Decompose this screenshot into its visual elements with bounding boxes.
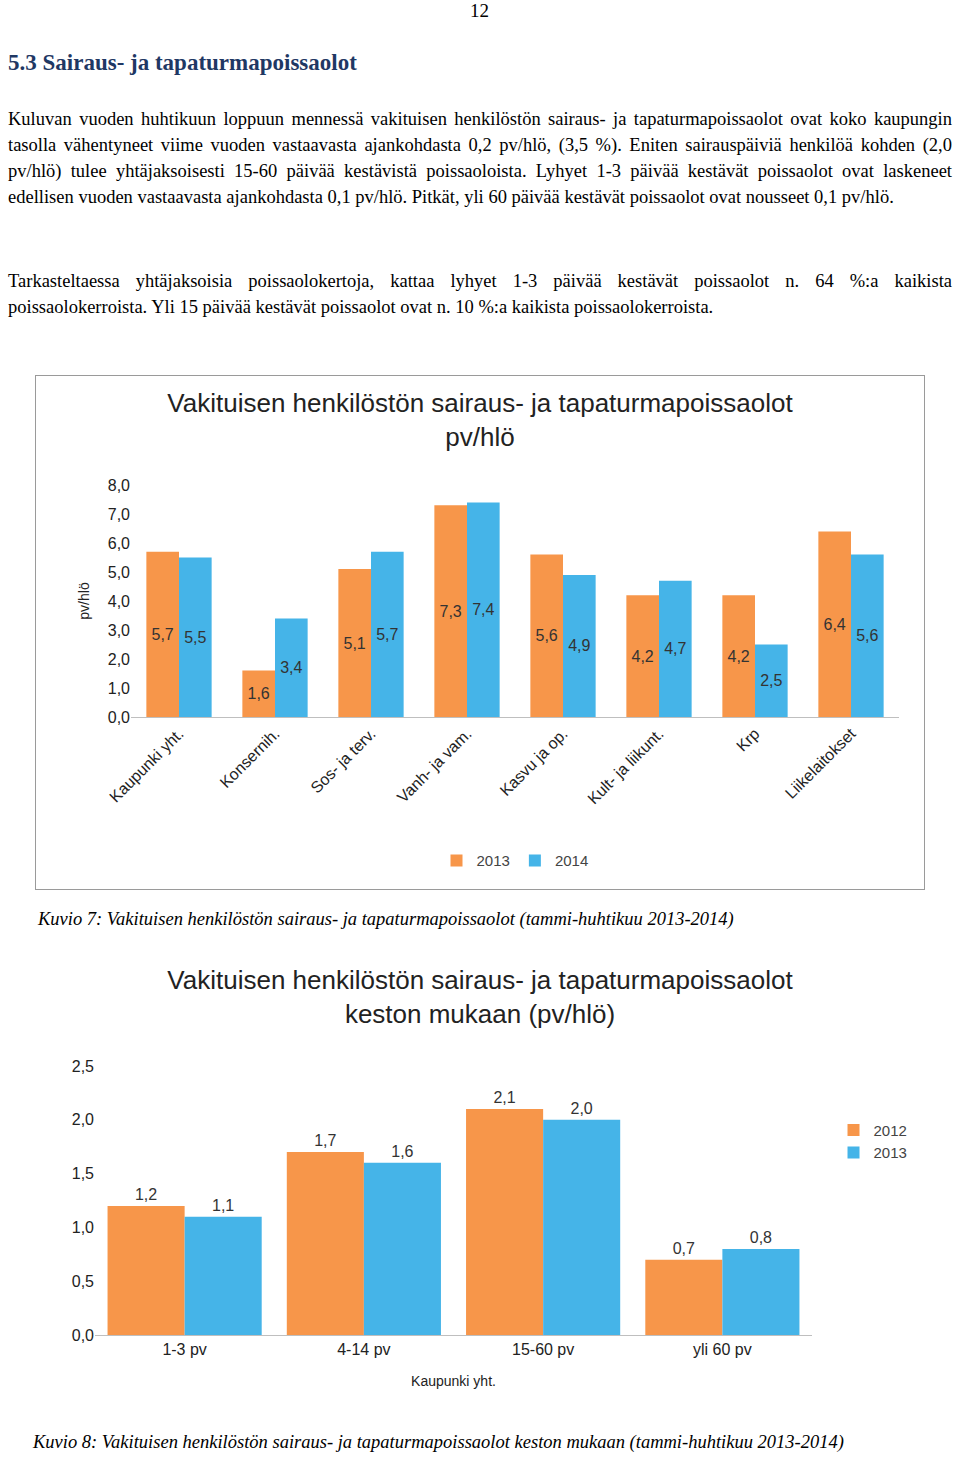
svg-text:0,5: 0,5 xyxy=(72,1273,94,1290)
svg-text:7,4: 7,4 xyxy=(472,601,494,618)
svg-text:Sos- ja terv.: Sos- ja terv. xyxy=(307,725,379,797)
svg-text:3,4: 3,4 xyxy=(280,659,302,676)
svg-text:0,0: 0,0 xyxy=(72,1327,94,1344)
svg-text:6,0: 6,0 xyxy=(108,535,130,552)
svg-text:4,0: 4,0 xyxy=(108,593,130,610)
svg-text:Vakituisen henkilöstön sairaus: Vakituisen henkilöstön sairaus- ja tapat… xyxy=(167,388,793,452)
svg-text:Vanh- ja vam.: Vanh- ja vam. xyxy=(394,725,475,806)
svg-text:5,0: 5,0 xyxy=(108,564,130,581)
svg-text:2012: 2012 xyxy=(874,1122,907,1139)
svg-text:4,7: 4,7 xyxy=(664,640,686,657)
svg-text:Liikelaitokset: Liikelaitokset xyxy=(782,725,859,802)
html-text:5.3 Sairaus- ja tapaturmapoiss: 5.3 Sairaus- ja tapaturmapoissaolot xyxy=(8,50,357,75)
svg-text:2,1: 2,1 xyxy=(493,1089,515,1106)
svg-text:yli 60 pv: yli 60 pv xyxy=(693,1341,752,1358)
svg-text:Vakituisen henkilöstön sairaus: Vakituisen henkilöstön sairaus- ja tapat… xyxy=(167,965,793,1029)
svg-text:2013: 2013 xyxy=(477,852,510,869)
svg-text:Kaupunki yht.: Kaupunki yht. xyxy=(411,1373,496,1389)
svg-text:8,0: 8,0 xyxy=(108,477,130,494)
svg-text:1,2: 1,2 xyxy=(135,1186,157,1203)
svg-text:2013: 2013 xyxy=(874,1144,907,1161)
svg-text:4-14 pv: 4-14 pv xyxy=(337,1341,390,1358)
html-text:12: 12 xyxy=(470,0,489,21)
svg-text:Kult- ja liikunt.: Kult- ja liikunt. xyxy=(584,725,666,807)
svg-text:1,0: 1,0 xyxy=(72,1219,94,1236)
svg-text:3,0: 3,0 xyxy=(108,622,130,639)
svg-text:5,7: 5,7 xyxy=(152,626,174,643)
html-text:Kuluvan vuoden huhtikuun loppu: Kuluvan vuoden huhtikuun loppuun menness… xyxy=(8,109,952,207)
svg-text:Krp: Krp xyxy=(733,725,763,755)
svg-text:1,7: 1,7 xyxy=(314,1132,336,1149)
svg-text:5,6: 5,6 xyxy=(536,627,558,644)
svg-text:1,5: 1,5 xyxy=(72,1165,94,1182)
svg-text:5,1: 5,1 xyxy=(344,635,366,652)
svg-text:1,6: 1,6 xyxy=(248,685,270,702)
svg-text:Konsernih.: Konsernih. xyxy=(217,725,283,791)
html-text:Kuvio 7: Vakituisen henkilöstö: Kuvio 7: Vakituisen henkilöstön sairaus-… xyxy=(38,909,734,929)
svg-text:5,7: 5,7 xyxy=(376,626,398,643)
svg-text:4,2: 4,2 xyxy=(632,648,654,665)
svg-text:2,5: 2,5 xyxy=(72,1058,94,1075)
svg-text:1,1: 1,1 xyxy=(212,1197,234,1214)
svg-text:7,0: 7,0 xyxy=(108,506,130,523)
svg-text:5,5: 5,5 xyxy=(184,629,206,646)
svg-text:pv/hlö: pv/hlö xyxy=(76,582,92,620)
svg-text:4,2: 4,2 xyxy=(728,648,750,665)
svg-text:1,6: 1,6 xyxy=(391,1143,413,1160)
svg-text:2014: 2014 xyxy=(555,852,588,869)
svg-text:7,3: 7,3 xyxy=(440,603,462,620)
svg-text:1,0: 1,0 xyxy=(108,680,130,697)
svg-text:Kaupunki yht.: Kaupunki yht. xyxy=(106,725,187,806)
html-text:Kuvio 8: Vakituisen henkilöstö: Kuvio 8: Vakituisen henkilöstön sairaus-… xyxy=(33,1432,844,1452)
svg-text:0,7: 0,7 xyxy=(673,1240,695,1257)
svg-text:0,0: 0,0 xyxy=(108,709,130,726)
svg-text:2,0: 2,0 xyxy=(72,1111,94,1128)
svg-text:15-60 pv: 15-60 pv xyxy=(512,1341,574,1358)
svg-text:4,9: 4,9 xyxy=(568,637,590,654)
svg-text:0,8: 0,8 xyxy=(750,1229,772,1246)
svg-text:2,5: 2,5 xyxy=(760,672,782,689)
svg-text:Kasvu ja op.: Kasvu ja op. xyxy=(496,725,570,799)
html-text:Tarkasteltaessa yhtäjaksoisia: Tarkasteltaessa yhtäjaksoisia poissaolok… xyxy=(8,271,952,317)
svg-text:5,6: 5,6 xyxy=(856,627,878,644)
svg-text:2,0: 2,0 xyxy=(570,1100,592,1117)
svg-text:6,4: 6,4 xyxy=(824,616,846,633)
svg-text:2,0: 2,0 xyxy=(108,651,130,668)
svg-text:1-3 pv: 1-3 pv xyxy=(162,1341,206,1358)
